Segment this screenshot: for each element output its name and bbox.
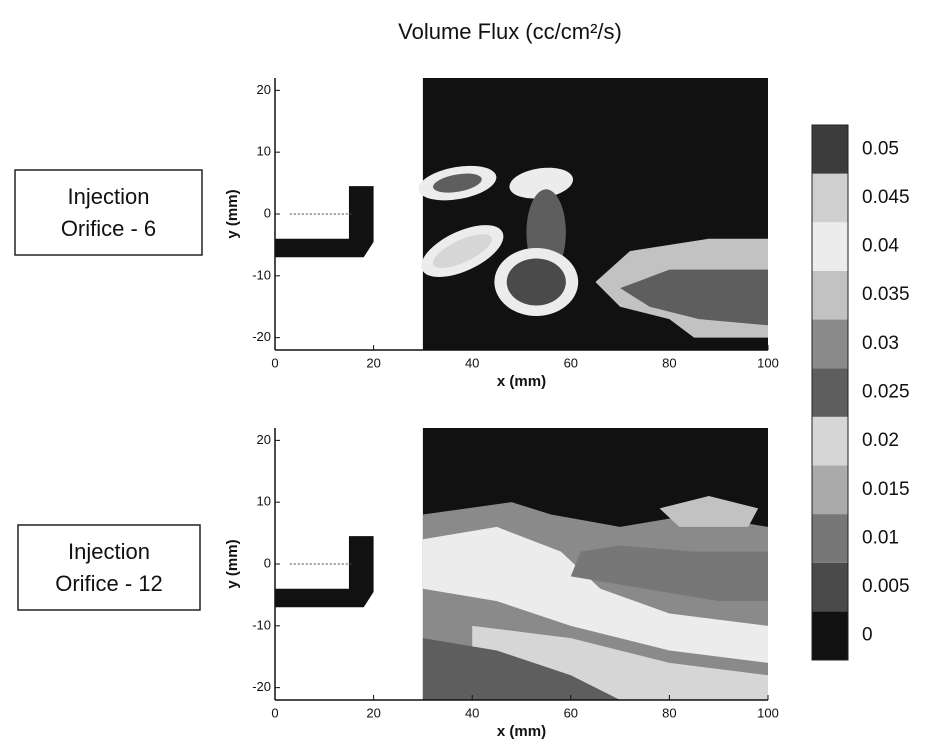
colorbar-band [812, 174, 848, 223]
panel-label: Orifice - 12 [55, 571, 163, 596]
x-tick-label: 60 [564, 705, 578, 720]
panel-label-box [18, 525, 200, 610]
y-tick-label: 20 [257, 82, 271, 97]
colorbar-band [812, 368, 848, 417]
y-axis-label: y (mm) [224, 189, 241, 238]
x-tick-label: 0 [271, 355, 278, 370]
nozzle [275, 536, 374, 607]
colorbar-band [812, 465, 848, 514]
contour-region [507, 259, 566, 306]
nozzle [275, 186, 374, 257]
x-tick-label: 60 [564, 355, 578, 370]
colorbar-band [812, 514, 848, 563]
x-tick-label: 0 [271, 705, 278, 720]
x-tick-label: 80 [662, 705, 676, 720]
x-tick-label: 20 [366, 355, 380, 370]
panel-label: Injection [68, 539, 150, 564]
colorbar-tick-label: 0.05 [862, 138, 899, 159]
y-tick-label: 0 [264, 205, 271, 220]
colorbar-band [812, 125, 848, 174]
panel-label: Injection [68, 184, 150, 209]
colorbar-band [812, 222, 848, 271]
colorbar-tick-label: 0 [862, 625, 873, 646]
y-tick-label: 0 [264, 555, 271, 570]
y-tick-label: -10 [252, 617, 271, 632]
x-axis-label: x (mm) [497, 723, 546, 740]
chart-title: Volume Flux (cc/cm²/s) [398, 19, 622, 44]
colorbar-tick-label: 0.04 [862, 236, 899, 257]
colorbar-band [812, 320, 848, 369]
colorbar-tick-label: 0.03 [862, 333, 899, 354]
y-tick-label: 10 [257, 144, 271, 159]
y-axis-label: y (mm) [224, 539, 241, 588]
colorbar-tick-label: 0.02 [862, 430, 899, 451]
colorbar-tick-label: 0.015 [862, 479, 910, 500]
x-tick-label: 80 [662, 355, 676, 370]
x-tick-label: 100 [757, 355, 779, 370]
x-tick-label: 40 [465, 355, 479, 370]
y-tick-label: -20 [252, 679, 271, 694]
x-tick-label: 40 [465, 705, 479, 720]
colorbar-tick-label: 0.01 [862, 527, 899, 548]
figure: Volume Flux (cc/cm²/s) 0 0.005 0.01 0.015 0.… [0, 0, 929, 748]
colorbar-tick-label: 0.045 [862, 187, 910, 208]
x-tick-label: 100 [757, 705, 779, 720]
x-tick-label: 20 [366, 705, 380, 720]
y-tick-label: -10 [252, 267, 271, 282]
y-tick-label: 10 [257, 494, 271, 509]
x-axis-label: x (mm) [497, 373, 546, 390]
colorbar-tick-label: 0.035 [862, 284, 910, 305]
y-tick-label: -20 [252, 329, 271, 344]
panel-label: Orifice - 6 [61, 216, 156, 241]
colorbar-band [812, 611, 848, 660]
y-tick-label: 20 [257, 432, 271, 447]
colorbar-tick-label: 0.005 [862, 576, 910, 597]
colorbar-tick-label: 0.025 [862, 382, 910, 403]
colorbar-band [812, 417, 848, 466]
colorbar-band [812, 271, 848, 320]
panel-label-box [15, 170, 202, 255]
colorbar-band [812, 563, 848, 612]
